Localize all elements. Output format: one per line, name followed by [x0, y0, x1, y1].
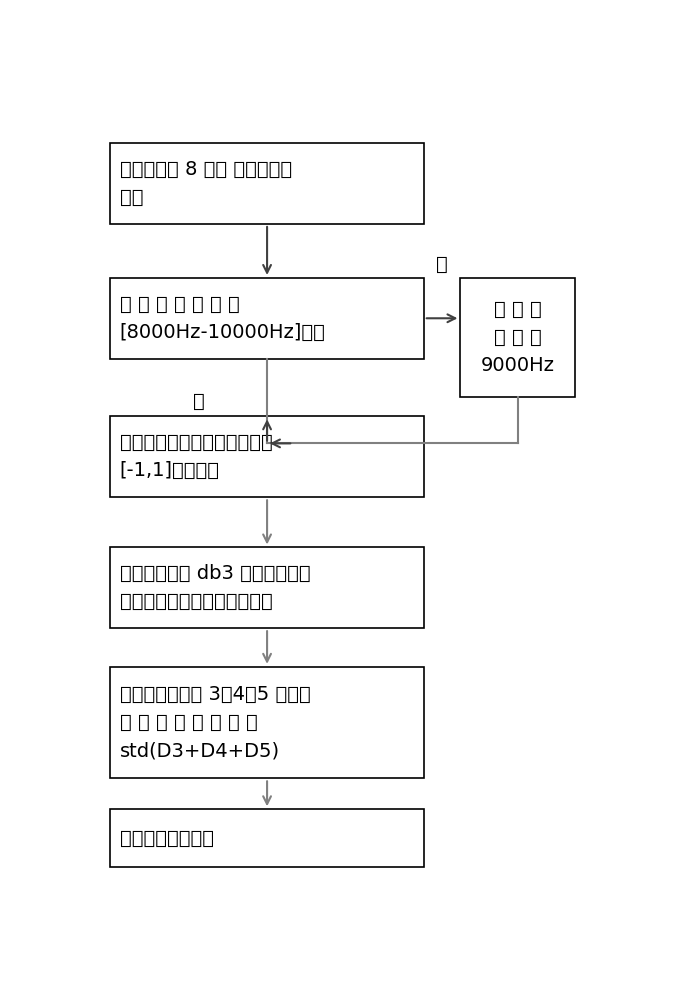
Bar [460, 278, 576, 397]
Bar [111, 809, 424, 867]
Text: 采 样 频 率 是 否 在
[8000Hz-10000Hz]范围: 采 样 频 率 是 否 在 [8000Hz-10000Hz]范围 [120, 295, 326, 342]
Text: 否: 否 [436, 255, 448, 274]
Text: 计算小波分解第 3、4、5 层的细
节 分 量 的 标 准 差 和
std(D3+D4+D5): 计算小波分解第 3、4、5 层的细 节 分 量 的 标 准 差 和 std(D3… [120, 685, 311, 760]
Bar [111, 667, 424, 778]
Bar [111, 278, 424, 359]
Bar [111, 416, 424, 497]
Text: 对肺音数据进行归一化处理到
[-1,1]数值范围: 对肺音数据进行归一化处理到 [-1,1]数值范围 [120, 433, 272, 480]
Text: 是: 是 [193, 392, 205, 411]
Text: 采用小波函数 db3 对肺音数据数
据进行肺音数据进行小波分解: 采用小波函数 db3 对肺音数据数 据进行肺音数据进行小波分解 [120, 564, 311, 611]
Text: 与参考值进行比较: 与参考值进行比较 [120, 829, 214, 848]
Text: 选取时间为 8 秒的 数字化肺音
数据: 选取时间为 8 秒的 数字化肺音 数据 [120, 160, 292, 207]
Text: 数 据 重
采 样 到
9000Hz: 数 据 重 采 样 到 9000Hz [481, 300, 555, 375]
Bar [111, 547, 424, 628]
Bar [111, 143, 424, 224]
